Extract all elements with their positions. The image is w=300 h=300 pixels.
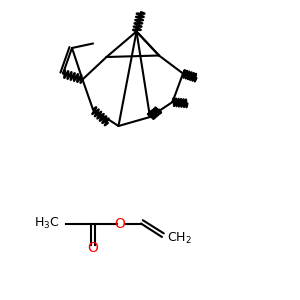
Text: CH$_2$: CH$_2$ [167,231,191,246]
Text: H$_3$C: H$_3$C [34,216,60,231]
Text: O: O [88,241,98,254]
Text: O: O [115,217,125,230]
